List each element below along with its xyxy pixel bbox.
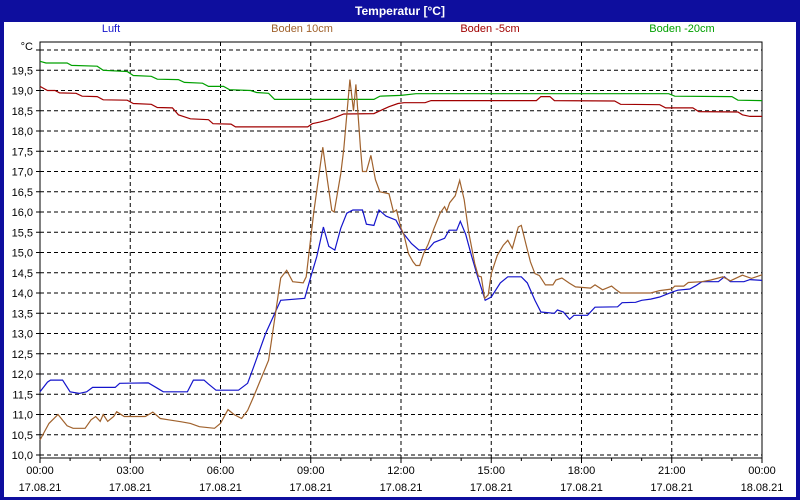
chart-legend: Luft Boden 10cm Boden -5cm Boden -20cm xyxy=(0,23,800,39)
svg-text:17,0: 17,0 xyxy=(12,167,33,179)
svg-text:14,5: 14,5 xyxy=(12,268,33,280)
svg-text:00:00: 00:00 xyxy=(26,465,54,477)
svg-text:17.08.21: 17.08.21 xyxy=(289,482,332,494)
svg-text:17.08.21: 17.08.21 xyxy=(109,482,152,494)
svg-text:18,0: 18,0 xyxy=(12,126,33,138)
svg-text:16,0: 16,0 xyxy=(12,207,33,219)
svg-text:18:00: 18:00 xyxy=(568,465,596,477)
svg-text:17.08.21: 17.08.21 xyxy=(470,482,513,494)
svg-text:18.08.21: 18.08.21 xyxy=(741,482,784,494)
svg-text:12,5: 12,5 xyxy=(12,349,33,361)
svg-text:19,5: 19,5 xyxy=(12,65,33,77)
svg-text:09:00: 09:00 xyxy=(297,465,325,477)
border-left xyxy=(0,0,4,500)
svg-text:06:00: 06:00 xyxy=(207,465,235,477)
svg-text:19,0: 19,0 xyxy=(12,86,33,98)
window-title: Temperatur [°C] xyxy=(355,4,445,18)
svg-text:17.08.21: 17.08.21 xyxy=(650,482,693,494)
svg-text:12,0: 12,0 xyxy=(12,369,33,381)
svg-text:18,5: 18,5 xyxy=(12,106,33,118)
svg-text:10,0: 10,0 xyxy=(12,450,33,462)
svg-text:14,0: 14,0 xyxy=(12,288,33,300)
svg-text:10,5: 10,5 xyxy=(12,430,33,442)
svg-text:17.08.21: 17.08.21 xyxy=(560,482,603,494)
svg-text:11,5: 11,5 xyxy=(12,389,33,401)
border-right xyxy=(796,0,800,500)
svg-text:17.08.21: 17.08.21 xyxy=(19,482,62,494)
legend-item-boden-5: Boden -5cm xyxy=(460,23,520,35)
svg-text:21:00: 21:00 xyxy=(658,465,686,477)
svg-text:17.08.21: 17.08.21 xyxy=(380,482,423,494)
legend-item-boden-20: Boden -20cm xyxy=(649,23,715,35)
svg-text:15:00: 15:00 xyxy=(477,465,505,477)
svg-text:12:00: 12:00 xyxy=(387,465,415,477)
svg-text:03:00: 03:00 xyxy=(116,465,144,477)
title-bar: Temperatur [°C] xyxy=(0,0,800,22)
svg-text:°C: °C xyxy=(21,41,33,53)
svg-text:17.08.21: 17.08.21 xyxy=(199,482,242,494)
svg-text:13,5: 13,5 xyxy=(12,308,33,320)
legend-item-boden10: Boden 10cm xyxy=(271,23,333,35)
border-bottom xyxy=(0,497,800,500)
svg-text:15,0: 15,0 xyxy=(12,248,33,260)
svg-text:15,5: 15,5 xyxy=(12,227,33,239)
svg-text:13,0: 13,0 xyxy=(12,329,33,341)
svg-text:16,5: 16,5 xyxy=(12,187,33,199)
svg-text:11,0: 11,0 xyxy=(12,410,33,422)
legend-item-luft: Luft xyxy=(101,23,121,35)
svg-text:17,5: 17,5 xyxy=(12,146,33,158)
svg-text:00:00: 00:00 xyxy=(748,465,776,477)
